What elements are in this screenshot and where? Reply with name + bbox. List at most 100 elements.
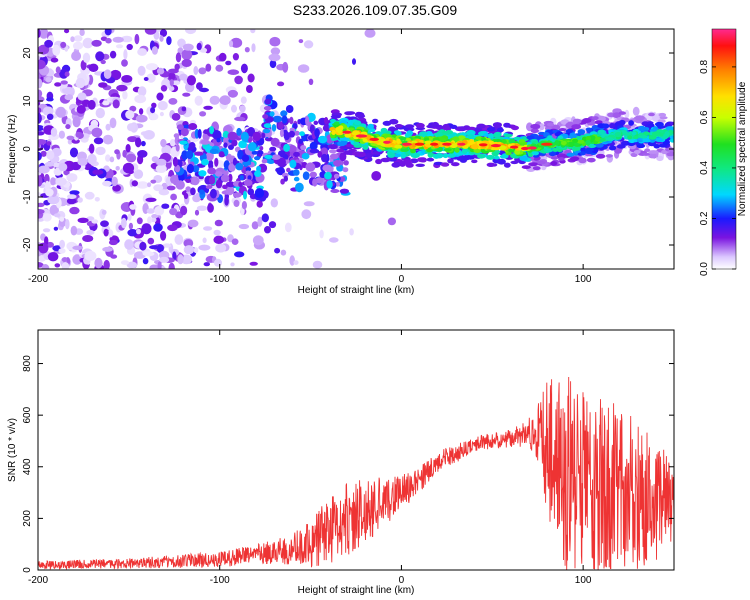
- spectrogram-cell: [251, 150, 258, 155]
- spectrogram-cell: [371, 171, 382, 181]
- spectrogram-cell: [282, 61, 289, 73]
- spectrogram-cell: [46, 113, 54, 121]
- spectrogram-cell: [330, 189, 340, 193]
- spectrogram-cell: [168, 262, 175, 269]
- spectrogram-cell: [509, 145, 519, 149]
- spectrogram-cell: [199, 47, 208, 53]
- spectrogram-cell: [75, 131, 81, 138]
- spectrogram-cell: [391, 149, 399, 154]
- spectrogram-cell: [196, 42, 202, 51]
- spectrogram-cell: [174, 164, 181, 173]
- spectrogram-cell: [196, 82, 203, 90]
- spectrogram-cell: [53, 226, 59, 231]
- spectrogram-cell: [129, 204, 137, 210]
- spectrogram-cell: [38, 125, 45, 132]
- spectrogram-cell: [102, 134, 114, 145]
- spectrogram-cell: [395, 131, 402, 136]
- y-tick-label: 600: [22, 406, 33, 423]
- spectrogram-cell: [283, 175, 288, 182]
- spectrogram-cell: [102, 100, 110, 106]
- spectrogram-cell: [214, 258, 222, 267]
- snr-ylabel: SNR (10 * v/v): [7, 418, 18, 482]
- spectrogram-cell: [238, 223, 250, 230]
- spectrogram-cell: [238, 181, 243, 188]
- spectrogram-cell: [227, 69, 240, 75]
- spectrogram-cell: [231, 104, 237, 113]
- spectrogram-cell: [77, 217, 89, 223]
- spectrogram-cell: [160, 230, 167, 241]
- spectrogram-cell: [558, 157, 565, 161]
- spectrogram-cell: [293, 151, 300, 157]
- spectrogram-cell: [527, 146, 537, 150]
- spectrogram-cell: [288, 130, 295, 138]
- spectrogram-cell: [440, 162, 450, 167]
- spectrogram-cell: [239, 105, 246, 113]
- spectrogram-cell: [247, 142, 257, 152]
- spectrogram-cell: [643, 131, 651, 135]
- spectrogram-cell: [243, 179, 253, 187]
- spectrogram-cell: [45, 76, 52, 83]
- spectrogram-cell: [179, 140, 188, 145]
- spectrogram-cell: [196, 205, 208, 211]
- spectrogram-cell: [317, 151, 323, 158]
- spectrogram-cell: [208, 175, 216, 185]
- spectrogram-cell: [72, 245, 84, 250]
- spectrogram-cell: [241, 201, 247, 210]
- spectrogram-cell: [330, 133, 336, 139]
- spectrogram-cell: [100, 220, 109, 227]
- spectrogram-cell: [336, 148, 345, 153]
- spectrogram-cell: [571, 124, 582, 130]
- spectrogram-cell: [302, 171, 310, 180]
- spectrogram-cell: [481, 137, 486, 141]
- spectrogram-cell: [578, 157, 587, 164]
- spectrogram-cell: [251, 221, 259, 230]
- spectrogram-cell: [669, 121, 674, 126]
- spectrogram-cell: [339, 188, 350, 194]
- spectrogram-cell: [396, 138, 401, 144]
- spectrogram-cell: [145, 197, 157, 202]
- spectrogram-cell: [131, 180, 138, 187]
- spectrogram-cell: [642, 152, 650, 156]
- spectrogram-cell: [329, 237, 339, 243]
- spectrogram-cell: [66, 197, 77, 205]
- spectrogram-cell: [134, 33, 140, 45]
- spectrogram-cell: [193, 247, 199, 254]
- spectrogram-cell: [288, 144, 297, 154]
- spectrogram-cell: [212, 130, 222, 140]
- spectrogram-cell: [155, 164, 167, 173]
- spectrogram-cell: [188, 123, 198, 130]
- spectrogram-cell: [609, 122, 616, 129]
- spectrogram-cell: [231, 139, 238, 147]
- spectrogram-cell: [64, 71, 70, 77]
- spectrogram-cell: [60, 80, 68, 85]
- spectrogram-cell: [321, 153, 328, 163]
- spectrogram-cell: [637, 125, 647, 132]
- spectrogram-cell: [272, 115, 283, 123]
- spectrogram-cell: [444, 126, 452, 132]
- colorbar-tick-label: 0.2: [699, 211, 710, 225]
- spectrogram-cell: [308, 78, 314, 86]
- spectrogram-cell: [369, 137, 380, 141]
- spectrogram-cell: [150, 179, 157, 184]
- spectrogram-cell: [442, 153, 449, 159]
- spectrogram-cell: [180, 205, 188, 216]
- y-tick-label: 200: [22, 510, 33, 527]
- colorbar-tick-label: 0.4: [699, 161, 710, 175]
- spectrogram-cell: [415, 122, 425, 129]
- spectrogram-content: [38, 29, 674, 269]
- spectrogram-cell: [448, 153, 456, 158]
- spectrogram-cell: [228, 163, 236, 172]
- spectrogram-cell: [53, 213, 61, 218]
- spectrogram-cell: [186, 150, 194, 160]
- spectrogram-cell: [433, 132, 443, 137]
- spectrogram-cell: [269, 59, 277, 69]
- spectrogram-cell: [103, 259, 110, 269]
- spectrogram-cell: [241, 154, 250, 162]
- spectrogram-cell: [384, 133, 393, 139]
- spectrogram-cell: [239, 175, 244, 181]
- spectrogram-cell: [342, 130, 352, 134]
- spectrogram-cell: [143, 130, 155, 140]
- spectrogram-cell: [445, 130, 453, 135]
- spectrogram-cell: [38, 202, 45, 208]
- spectrogram-cell: [108, 239, 118, 246]
